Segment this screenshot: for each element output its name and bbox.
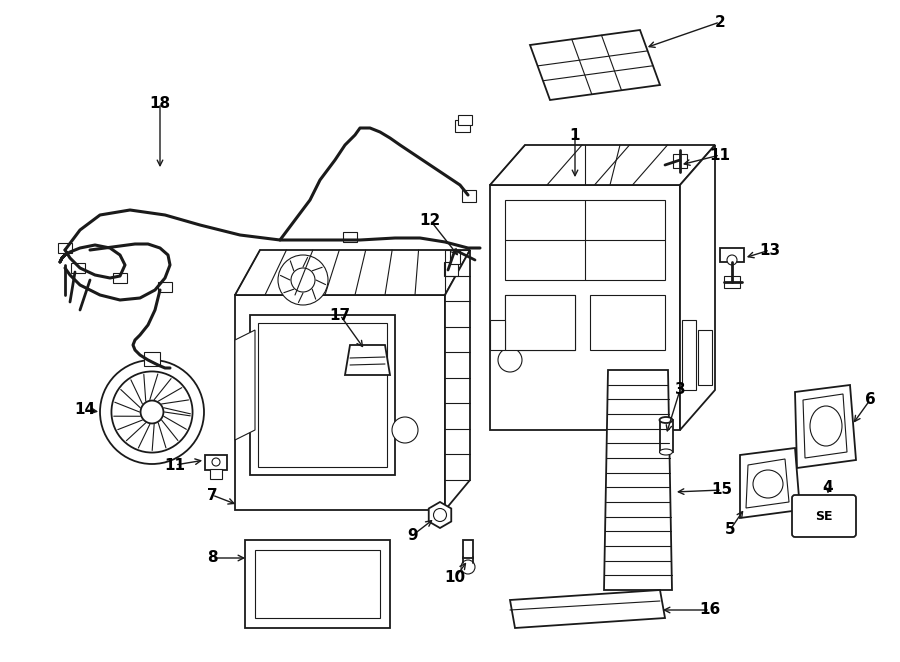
Circle shape bbox=[291, 268, 315, 292]
Polygon shape bbox=[235, 250, 470, 295]
Bar bbox=[158, 282, 172, 292]
Text: 11: 11 bbox=[165, 457, 185, 473]
Bar bbox=[673, 154, 687, 168]
Bar bbox=[255, 550, 380, 618]
Bar bbox=[245, 540, 390, 628]
Text: 4: 4 bbox=[823, 481, 833, 495]
Circle shape bbox=[112, 371, 193, 453]
Polygon shape bbox=[490, 145, 715, 185]
Polygon shape bbox=[235, 295, 445, 510]
Text: 17: 17 bbox=[329, 308, 351, 322]
Bar bbox=[258, 323, 387, 467]
Bar bbox=[505, 295, 575, 350]
Bar bbox=[590, 295, 665, 350]
Text: 13: 13 bbox=[760, 242, 780, 258]
Bar bbox=[210, 469, 222, 479]
Text: 2: 2 bbox=[715, 15, 725, 30]
Bar bbox=[58, 243, 72, 253]
Polygon shape bbox=[680, 145, 715, 430]
Bar bbox=[250, 315, 395, 475]
Text: 3: 3 bbox=[675, 383, 685, 397]
Bar bbox=[505, 295, 575, 350]
Polygon shape bbox=[428, 502, 451, 528]
Polygon shape bbox=[490, 185, 680, 430]
Polygon shape bbox=[445, 250, 470, 510]
Bar bbox=[113, 273, 127, 283]
Polygon shape bbox=[795, 385, 856, 468]
Bar bbox=[444, 262, 458, 276]
Circle shape bbox=[392, 417, 418, 443]
Polygon shape bbox=[604, 370, 672, 590]
Text: 18: 18 bbox=[149, 95, 171, 111]
Ellipse shape bbox=[660, 417, 672, 423]
Text: 8: 8 bbox=[207, 551, 217, 565]
Circle shape bbox=[278, 255, 328, 305]
Circle shape bbox=[674, 155, 686, 167]
Bar bbox=[343, 232, 357, 242]
Polygon shape bbox=[235, 330, 255, 440]
Bar bbox=[505, 200, 665, 280]
Bar bbox=[490, 320, 505, 350]
Circle shape bbox=[140, 401, 164, 424]
Text: 6: 6 bbox=[865, 393, 876, 408]
Text: 5: 5 bbox=[724, 522, 735, 538]
Text: 10: 10 bbox=[445, 571, 465, 585]
Text: 11: 11 bbox=[709, 148, 731, 162]
Circle shape bbox=[461, 560, 475, 574]
Bar bbox=[463, 540, 473, 558]
Text: 7: 7 bbox=[207, 487, 217, 502]
Bar bbox=[144, 352, 160, 366]
Bar bbox=[724, 276, 740, 288]
Polygon shape bbox=[746, 459, 789, 508]
Ellipse shape bbox=[660, 449, 672, 455]
Polygon shape bbox=[803, 394, 847, 458]
Ellipse shape bbox=[753, 470, 783, 498]
Circle shape bbox=[100, 360, 204, 464]
Bar bbox=[71, 263, 85, 273]
Bar bbox=[462, 190, 476, 202]
Text: 12: 12 bbox=[419, 213, 441, 228]
Polygon shape bbox=[345, 345, 390, 375]
Circle shape bbox=[727, 255, 737, 265]
Polygon shape bbox=[530, 30, 660, 100]
Bar bbox=[205, 455, 227, 470]
Bar bbox=[660, 420, 673, 452]
Polygon shape bbox=[740, 448, 800, 518]
Bar bbox=[698, 330, 712, 385]
Text: 9: 9 bbox=[408, 528, 418, 542]
Bar bbox=[720, 248, 744, 262]
Bar bbox=[450, 250, 460, 264]
Text: 16: 16 bbox=[699, 602, 721, 618]
Text: 1: 1 bbox=[570, 128, 580, 142]
Circle shape bbox=[434, 508, 446, 522]
Ellipse shape bbox=[810, 406, 842, 446]
Text: SE: SE bbox=[815, 510, 832, 522]
Text: 14: 14 bbox=[75, 402, 95, 418]
Bar bbox=[682, 320, 696, 390]
Bar bbox=[458, 115, 472, 125]
Circle shape bbox=[212, 458, 220, 466]
Bar bbox=[455, 120, 470, 132]
Polygon shape bbox=[510, 590, 665, 628]
Circle shape bbox=[498, 348, 522, 372]
FancyBboxPatch shape bbox=[792, 495, 856, 537]
Text: 15: 15 bbox=[711, 483, 733, 498]
